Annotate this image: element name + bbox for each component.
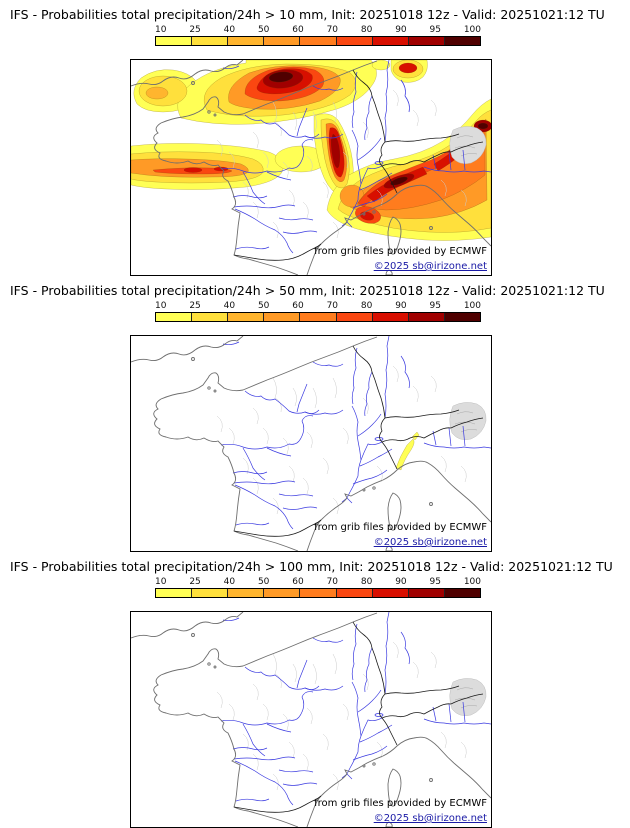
colorbar-swatch: [371, 589, 408, 597]
colorbar-swatch: [371, 313, 408, 321]
map-gt50: from grib files provided by ECMWF ©2025 …: [130, 335, 492, 552]
colorbar-tick: 50: [257, 25, 270, 35]
colorbar-tick: 40: [223, 301, 236, 311]
colorbar-swatch: [335, 313, 372, 321]
colorbar-tick: 40: [223, 25, 236, 35]
copyright-link[interactable]: ©2025 sb@irizone.net: [373, 813, 487, 824]
colorbar-swatch: [227, 37, 264, 45]
colorbar-swatch: [227, 589, 264, 597]
panel-precip-gt10: IFS - Probabilities total precipitation/…: [0, 0, 630, 276]
precip-overlay-gt10: [131, 60, 491, 241]
colorbar-tick: 25: [189, 301, 201, 311]
copyright-link[interactable]: ©2025 sb@irizone.net: [373, 537, 487, 548]
colorbar-tick: 25: [189, 25, 201, 35]
colorbar-tick: 50: [257, 577, 270, 587]
probability-colorbar: 10 25 40 50 60 70 80 90 95 100: [155, 25, 481, 46]
colorbar-ticks: 10 25 40 50 60 70 80 90 95 100: [155, 577, 481, 588]
colorbar-swatch: [335, 589, 372, 597]
colorbar-swatch: [443, 589, 480, 597]
colorbar-swatch: [191, 37, 228, 45]
colorbar-swatch: [156, 589, 192, 597]
map-canvas-gt50: [131, 336, 491, 551]
panel-title: IFS - Probabilities total precipitation/…: [10, 7, 605, 22]
map-canvas-gt10: [131, 60, 491, 275]
panel-precip-gt100: IFS - Probabilities total precipitation/…: [0, 552, 630, 828]
colorbar-swatch: [156, 37, 192, 45]
colorbar-swatch: [407, 37, 444, 45]
colorbar-tick: 100: [463, 25, 481, 35]
colorbar-swatch: [263, 37, 300, 45]
colorbar-swatches: [155, 588, 481, 598]
panel-title: IFS - Probabilities total precipitation/…: [10, 559, 613, 574]
probability-colorbar: 10 25 40 50 60 70 80 90 95 100: [155, 577, 481, 598]
attribution-text: from grib files provided by ECMWF: [314, 246, 487, 257]
colorbar-tick: 100: [463, 577, 481, 587]
attribution-text: from grib files provided by ECMWF: [314, 798, 487, 809]
colorbar-tick: 95: [429, 301, 441, 311]
colorbar-swatches: [155, 312, 481, 322]
colorbar-tick: 10: [155, 301, 167, 311]
colorbar-tick: 10: [155, 25, 167, 35]
colorbar-tick: 70: [326, 301, 339, 311]
colorbar-swatch: [263, 589, 300, 597]
colorbar-swatch: [191, 589, 228, 597]
colorbar-tick: 60: [292, 301, 304, 311]
colorbar-swatches: [155, 36, 481, 46]
colorbar-tick: 95: [429, 25, 441, 35]
colorbar-tick: 60: [292, 577, 304, 587]
map-gt10: from grib files provided by ECMWF ©2025 …: [130, 59, 492, 276]
colorbar-tick: 95: [429, 577, 441, 587]
panel-title: IFS - Probabilities total precipitation/…: [10, 283, 605, 298]
colorbar-swatch: [443, 313, 480, 321]
colorbar-swatch: [407, 313, 444, 321]
colorbar-swatch: [299, 589, 336, 597]
colorbar-swatch: [335, 37, 372, 45]
colorbar-swatch: [299, 37, 336, 45]
colorbar-swatch: [263, 313, 300, 321]
probability-colorbar: 10 25 40 50 60 70 80 90 95 100: [155, 301, 481, 322]
colorbar-tick: 80: [360, 301, 373, 311]
colorbar-tick: 90: [395, 301, 407, 311]
colorbar-tick: 90: [395, 25, 407, 35]
colorbar-tick: 50: [257, 301, 270, 311]
attribution-text: from grib files provided by ECMWF: [314, 522, 487, 533]
colorbar-tick: 70: [326, 577, 339, 587]
colorbar-tick: 100: [463, 301, 481, 311]
colorbar-tick: 70: [326, 25, 339, 35]
panel-precip-gt50: IFS - Probabilities total precipitation/…: [0, 276, 630, 552]
colorbar-tick: 10: [155, 577, 167, 587]
colorbar-swatch: [299, 313, 336, 321]
map-canvas-gt100: [131, 612, 491, 827]
colorbar-swatch: [371, 37, 408, 45]
colorbar-ticks: 10 25 40 50 60 70 80 90 95 100: [155, 301, 481, 312]
colorbar-tick: 60: [292, 25, 304, 35]
colorbar-tick: 80: [360, 25, 373, 35]
colorbar-swatch: [156, 313, 192, 321]
colorbar-swatch: [407, 589, 444, 597]
colorbar-tick: 80: [360, 577, 373, 587]
colorbar-tick: 40: [223, 577, 236, 587]
colorbar-swatch: [227, 313, 264, 321]
colorbar-ticks: 10 25 40 50 60 70 80 90 95 100: [155, 25, 481, 36]
copyright-link[interactable]: ©2025 sb@irizone.net: [373, 261, 487, 272]
precip-overlay-gt50: [395, 431, 420, 471]
colorbar-tick: 25: [189, 577, 201, 587]
colorbar-tick: 90: [395, 577, 407, 587]
colorbar-swatch: [443, 37, 480, 45]
map-gt100: from grib files provided by ECMWF ©2025 …: [130, 611, 492, 828]
colorbar-swatch: [191, 313, 228, 321]
